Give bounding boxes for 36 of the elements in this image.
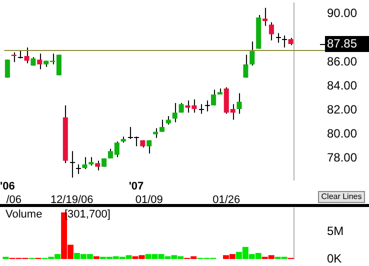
candlestick [95, 160, 100, 171]
y-tick-label: 80.00 [327, 126, 358, 141]
y-tick-label: 0K [327, 251, 342, 266]
candlestick [75, 164, 82, 174]
y-tick-label: 84.00 [327, 78, 358, 92]
x-tick-label: '06 [0, 180, 15, 193]
y-tick-label: 86.00 [327, 54, 358, 68]
candlestick [281, 35, 288, 48]
y-tick-label: 78.00 [327, 150, 358, 165]
x-tick-label: 01/09 [135, 194, 163, 206]
candlestick [262, 7, 268, 26]
candlestick [69, 150, 76, 178]
clear-lines-button: Clear Lines [318, 191, 365, 203]
y-tick-label: 90.00 [327, 6, 358, 20]
y-tick-label: 82.00 [327, 102, 358, 116]
candlestick [275, 32, 282, 44]
candlestick [243, 54, 248, 78]
candlestick [146, 140, 152, 154]
candlestick [172, 102, 178, 123]
text: 87.85 [327, 36, 358, 50]
candlestick [250, 41, 255, 66]
x-tick-label: '07 [128, 180, 144, 193]
y-tick-label: 5M [327, 224, 344, 238]
chart-title: Volume [6, 208, 42, 221]
candlestick [204, 100, 211, 112]
bar [93, 256, 100, 259]
x-tick-label: 01/26 [212, 194, 240, 206]
candlestick [37, 53, 42, 70]
candlestick [4, 59, 10, 78]
x-tick-label: /06 [6, 194, 22, 206]
candlestick [198, 104, 205, 114]
candlestick [268, 22, 274, 41]
candlestick [159, 119, 165, 132]
x-tick-label: 12/19/06 [50, 194, 94, 206]
candlestick [236, 92, 242, 114]
candlestick [82, 156, 88, 170]
